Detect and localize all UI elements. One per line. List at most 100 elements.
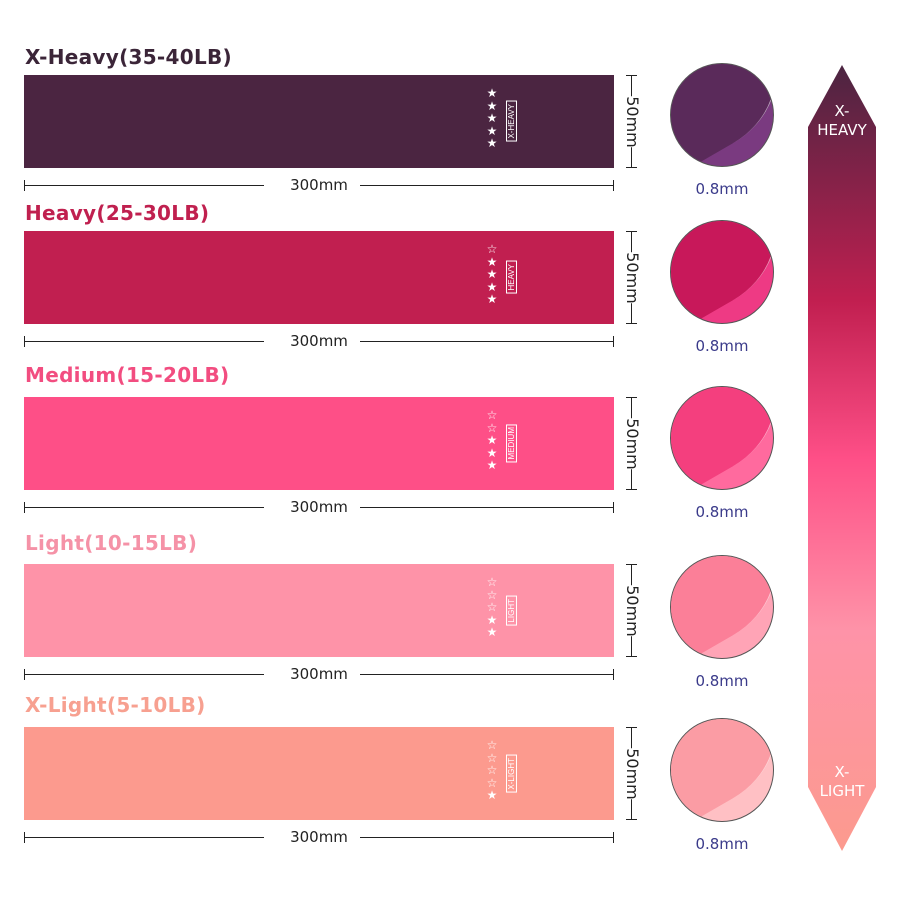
star-empty-icon: ☆ (486, 763, 498, 777)
scale-bottom-line1: X- (834, 763, 850, 781)
dimension-cap (626, 489, 637, 490)
dimension-cap (626, 167, 637, 168)
level-tag: X-HEAVY (505, 101, 517, 142)
star-filled-icon: ★ (486, 433, 498, 447)
star-empty-icon: ☆ (486, 587, 498, 602)
thickness-closeup (670, 555, 774, 659)
height-label: 50mm (622, 95, 642, 148)
star-empty-icon: ☆ (486, 775, 498, 790)
band-title: Light(10-15LB) (25, 531, 198, 555)
dimension-line (24, 837, 264, 838)
star-empty-icon: ☆ (486, 420, 498, 435)
width-label: 300mm (290, 828, 348, 846)
level-tag-wrap: HEAVY (504, 231, 518, 324)
thickness-label: 0.8mm (695, 503, 749, 521)
dimension-cap (626, 819, 637, 820)
level-tag: X-LIGHT (505, 754, 517, 793)
thickness-closeup (670, 63, 774, 167)
level-tag: MEDIUM (505, 424, 517, 463)
star-empty-icon: ☆ (486, 750, 498, 765)
scale-top-line1: X- (834, 102, 850, 120)
dimension-cap (613, 336, 614, 347)
level-tag-wrap: X-HEAVY (504, 75, 518, 168)
rating-stars: ★ ★ ★ ★ ★ (485, 87, 499, 150)
band-swatch: ★ ☆ ☆ ☆ ☆ X-LIGHT (24, 727, 614, 820)
width-label: 300mm (290, 498, 348, 516)
star-filled-icon: ★ (486, 788, 498, 802)
star-filled-icon: ★ (486, 123, 498, 138)
band-title: X-Light(5-10LB) (25, 693, 206, 717)
dimension-cap (24, 832, 25, 843)
dimension-cap (613, 502, 614, 513)
thickness-closeup (670, 718, 774, 822)
star-empty-icon: ☆ (486, 408, 498, 422)
width-label: 300mm (290, 665, 348, 683)
star-empty-icon: ☆ (486, 575, 498, 589)
level-tag-wrap: MEDIUM (504, 397, 518, 490)
thickness-closeup (670, 220, 774, 324)
thickness-label: 0.8mm (695, 180, 749, 198)
dimension-cap (626, 656, 637, 657)
star-filled-icon: ★ (486, 625, 498, 639)
scale-top-label: X- HEAVY (808, 102, 876, 140)
scale-bottom-line2: LIGHT (819, 782, 865, 800)
thickness-label: 0.8mm (695, 337, 749, 355)
band-swatch: ★ ★ ★ ★ ☆ HEAVY (24, 231, 614, 324)
dimension-cap (626, 323, 637, 324)
dimension-line (360, 341, 614, 342)
level-tag-wrap: LIGHT (504, 564, 518, 657)
star-filled-icon: ★ (486, 292, 498, 306)
dimension-cap (626, 397, 637, 398)
width-dimension: 300mm (24, 828, 614, 846)
dimension-cap (24, 502, 25, 513)
rating-stars: ★ ☆ ☆ ☆ ☆ (485, 739, 499, 802)
dimension-line (24, 674, 264, 675)
thickness-closeup (670, 386, 774, 490)
width-dimension: 300mm (24, 332, 614, 350)
height-label: 50mm (622, 584, 642, 637)
rating-stars: ★ ★ ★ ☆ ☆ (485, 409, 499, 472)
band-swatch: ★ ★ ★ ☆ ☆ MEDIUM (24, 397, 614, 490)
star-filled-icon: ★ (486, 254, 498, 269)
width-dimension: 300mm (24, 176, 614, 194)
width-dimension: 300mm (24, 498, 614, 516)
dimension-cap (626, 727, 637, 728)
star-filled-icon: ★ (486, 136, 498, 150)
height-dimension: 50mm (622, 231, 642, 324)
level-tag: HEAVY (505, 261, 517, 294)
band-fold (671, 64, 773, 166)
dimension-line (24, 341, 264, 342)
dimension-cap (613, 180, 614, 191)
resistance-scale-arrow (808, 65, 876, 851)
band-swatch: ★ ★ ★ ★ ★ X-HEAVY (24, 75, 614, 168)
height-label: 50mm (622, 417, 642, 470)
dimension-line (24, 185, 264, 186)
band-fold (671, 221, 773, 323)
dimension-cap (626, 564, 637, 565)
dimension-line (24, 507, 264, 508)
scale-top-line2: HEAVY (817, 121, 867, 139)
star-filled-icon: ★ (486, 279, 498, 294)
rating-stars: ★ ★ ★ ★ ☆ (485, 243, 499, 306)
star-empty-icon: ☆ (486, 242, 498, 256)
dimension-cap (24, 180, 25, 191)
rating-stars: ★ ★ ☆ ☆ ☆ (485, 576, 499, 639)
width-dimension: 300mm (24, 665, 614, 683)
height-label: 50mm (622, 747, 642, 800)
level-tag-wrap: X-LIGHT (504, 727, 518, 820)
dimension-cap (626, 75, 637, 76)
dimension-line (360, 507, 614, 508)
level-tag: LIGHT (505, 595, 517, 626)
star-filled-icon: ★ (486, 267, 498, 281)
dimension-cap (24, 669, 25, 680)
star-filled-icon: ★ (486, 111, 498, 125)
dimension-cap (626, 231, 637, 232)
band-title: Medium(15-20LB) (25, 363, 230, 387)
band-swatch: ★ ★ ☆ ☆ ☆ LIGHT (24, 564, 614, 657)
width-label: 300mm (290, 332, 348, 350)
thickness-label: 0.8mm (695, 672, 749, 690)
dimension-line (360, 674, 614, 675)
dimension-cap (24, 336, 25, 347)
band-title: Heavy(25-30LB) (25, 201, 210, 225)
